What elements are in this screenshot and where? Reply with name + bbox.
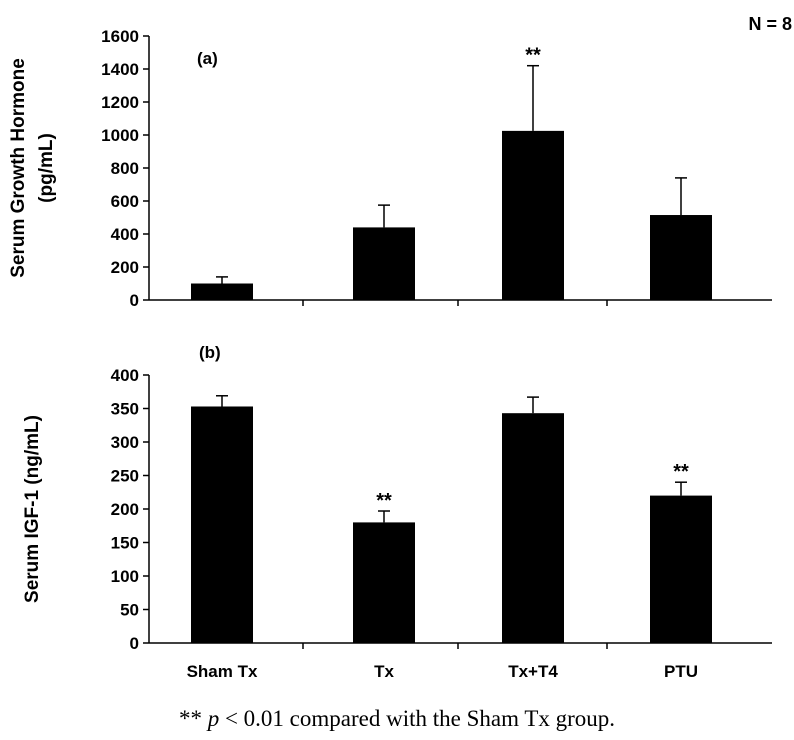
footnote: ** p < 0.01 compared with the Sham Tx gr…	[0, 706, 794, 732]
y-tick-label: 300	[111, 433, 139, 452]
y-tick-label: 1000	[101, 126, 139, 145]
footnote-prefix: **	[178, 706, 208, 731]
y-tick-label: 1400	[101, 60, 139, 79]
bar	[502, 413, 564, 643]
y-axis-title: (pg/mL)	[36, 133, 57, 203]
bar	[650, 215, 712, 300]
y-tick-label: 400	[111, 366, 139, 385]
x-tick-label: Tx+T4	[508, 662, 558, 681]
panel-label: (b)	[199, 343, 221, 362]
y-tick-label: 800	[111, 159, 139, 178]
significance-marker: **	[376, 490, 392, 512]
bar	[650, 495, 712, 643]
bar	[191, 283, 253, 300]
y-tick-label: 0	[130, 291, 139, 310]
panel-a: 0 200 400 600 800 1000 1200 1400 1600 ** (a) Serum …	[8, 27, 772, 310]
y-tick-label: 250	[111, 467, 139, 486]
figure: N = 8 02004006008001000120014001600**(a)…	[8, 14, 792, 681]
n-label: N = 8	[748, 14, 792, 34]
footnote-p: p	[207, 706, 220, 731]
bar	[502, 130, 564, 300]
y-tick-label: 350	[111, 400, 139, 419]
significance-marker: **	[525, 45, 541, 67]
y-tick-label: 50	[120, 601, 139, 620]
y-tick-label: 400	[111, 225, 139, 244]
bar	[353, 522, 415, 643]
panel-b: 0 50 100 150 200 250 300 350 400 ** ** (b) Serum IGF…	[22, 343, 772, 681]
x-tick-label: PTU	[664, 662, 698, 681]
x-tick-label: Sham Tx	[187, 662, 258, 681]
bar	[191, 406, 253, 643]
y-tick-label: 150	[111, 534, 139, 553]
y-tick-label: 0	[130, 634, 139, 653]
x-tick-label: Tx	[374, 662, 394, 681]
significance-marker: **	[673, 461, 689, 483]
y-tick-label: 200	[111, 258, 139, 277]
y-axis-title: Serum IGF-1 (ng/mL)	[22, 415, 43, 603]
y-tick-label: 1600	[101, 27, 139, 46]
panel-label: (a)	[197, 49, 218, 68]
footnote-text: < 0.01 compared with the Sham Tx group.	[219, 706, 616, 731]
y-tick-label: 600	[111, 192, 139, 211]
bar	[353, 227, 415, 300]
y-axis-title: Serum Growth Hormone	[8, 58, 29, 278]
y-tick-label: 200	[111, 500, 139, 519]
y-tick-label: 100	[111, 567, 139, 586]
y-tick-label: 1200	[101, 93, 139, 112]
